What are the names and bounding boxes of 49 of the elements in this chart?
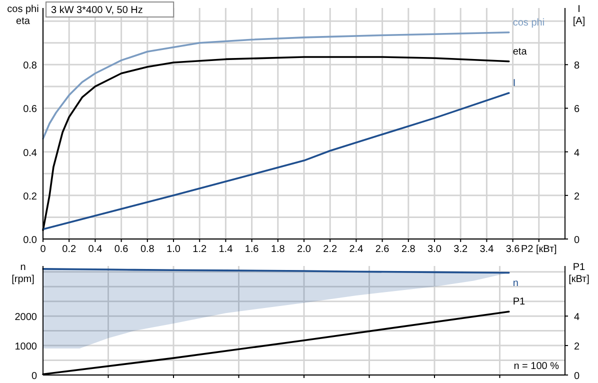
y2-tick-label: 0 xyxy=(574,235,580,246)
line-series xyxy=(42,92,510,230)
x-tick-label: 2.4 xyxy=(349,244,364,255)
x-tick-label: 0.2 xyxy=(62,244,76,255)
x-tick-label: 1.2 xyxy=(192,244,207,255)
x-tick-label: 2.0 xyxy=(297,244,312,255)
y-tick-label: 0 xyxy=(31,371,38,382)
x-tick-label: 0.4 xyxy=(88,244,103,255)
x-tick-label: 0.6 xyxy=(114,244,129,255)
y2-tick-label: 8 xyxy=(574,60,580,72)
x-tick-label: 1.6 xyxy=(244,244,260,255)
y2-tick-label: 2 xyxy=(574,342,580,353)
y2-tick-label: 4 xyxy=(574,148,580,159)
x-axis-title: P2 [кВт] xyxy=(520,244,558,255)
x-tick-label: 1.4 xyxy=(218,244,234,255)
chart-title: 3 kW 3*400 V, 50 Hz xyxy=(51,5,143,16)
y2-axis-title: I [A] xyxy=(572,4,586,27)
y2-tick-label: 6 xyxy=(574,104,580,116)
x-tick-label: 3.0 xyxy=(428,244,442,255)
y-tick-label: 1000 xyxy=(14,342,38,353)
series-label: n xyxy=(512,278,518,289)
annotation: n = 100 % xyxy=(514,361,560,372)
x-tick-label: 2.2 xyxy=(323,244,338,255)
y-tick-label: 0.2 xyxy=(23,191,38,202)
y-tick-label: 0.0 xyxy=(23,235,38,246)
x-tick-label: 3.2 xyxy=(454,244,468,255)
series-label: I xyxy=(512,78,516,89)
y-tick-label: 0.4 xyxy=(23,148,38,159)
series-label: eta xyxy=(512,46,528,58)
y2-tick-label: 0 xyxy=(574,371,580,382)
x-tick-label: 1.8 xyxy=(270,244,286,255)
y-tick-label: 0.6 xyxy=(23,104,38,116)
x-tick-label: 3.4 xyxy=(480,244,494,255)
y-axis-title: n [rpm] xyxy=(12,262,35,285)
x-tick-label: 1.0 xyxy=(166,244,181,255)
y2-tick-label: 4 xyxy=(574,312,580,324)
x-tick-label: 0.8 xyxy=(140,244,155,255)
series-label: P1 xyxy=(512,296,526,308)
series-label: cos phi xyxy=(512,17,545,28)
y2-tick-label: 2 xyxy=(574,191,580,202)
y-axis-title: cos phi eta xyxy=(7,4,39,27)
x-tick-label: 3.6 xyxy=(506,244,520,255)
y2-axis-title: P1 [кВт] xyxy=(568,262,590,285)
x-tick-label: 0 xyxy=(40,244,46,255)
line-series xyxy=(42,32,510,140)
x-tick-label: 2.8 xyxy=(401,244,416,255)
x-tick-label: 2.6 xyxy=(375,244,390,255)
y-tick-label: 0.8 xyxy=(23,60,38,72)
y-tick-label: 2000 xyxy=(14,312,38,324)
